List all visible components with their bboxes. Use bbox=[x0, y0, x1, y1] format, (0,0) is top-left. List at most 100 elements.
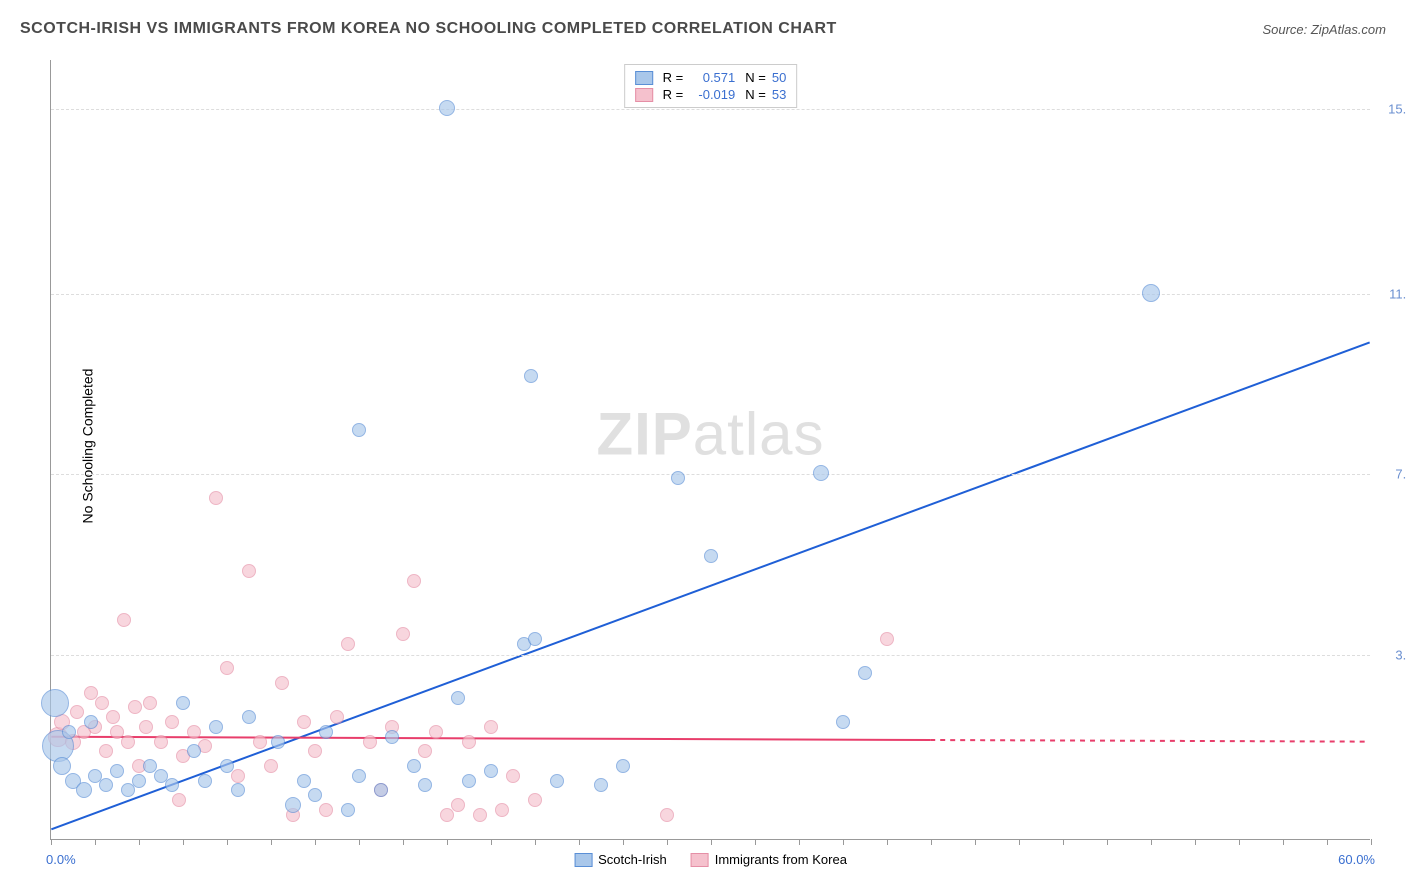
scatter-point bbox=[297, 774, 311, 788]
x-tick bbox=[975, 839, 976, 845]
scatter-point bbox=[176, 696, 190, 710]
scatter-point bbox=[451, 798, 465, 812]
scatter-point bbox=[209, 491, 223, 505]
y-tick-label: 7.5% bbox=[1395, 467, 1406, 482]
scatter-point bbox=[110, 764, 124, 778]
x-axis-min-label: 0.0% bbox=[46, 852, 76, 867]
x-tick bbox=[271, 839, 272, 845]
trend-line-extrapolated bbox=[930, 740, 1369, 742]
x-tick bbox=[183, 839, 184, 845]
x-tick bbox=[315, 839, 316, 845]
legend-swatch bbox=[635, 71, 653, 85]
scatter-point bbox=[594, 778, 608, 792]
scatter-point bbox=[242, 710, 256, 724]
r-label: R = bbox=[663, 87, 684, 102]
scatter-point bbox=[264, 759, 278, 773]
scatter-point bbox=[858, 666, 872, 680]
x-axis-max-label: 60.0% bbox=[1338, 852, 1375, 867]
scatter-point bbox=[418, 744, 432, 758]
scatter-point bbox=[407, 759, 421, 773]
watermark-atlas: atlas bbox=[693, 400, 825, 467]
x-tick bbox=[579, 839, 580, 845]
gridline bbox=[51, 109, 1370, 110]
scatter-point bbox=[198, 774, 212, 788]
n-label: N = bbox=[745, 70, 766, 85]
scatter-point bbox=[429, 725, 443, 739]
scatter-point bbox=[187, 725, 201, 739]
series-legend: Scotch-IrishImmigrants from Korea bbox=[574, 852, 847, 867]
scatter-point bbox=[462, 774, 476, 788]
x-tick bbox=[139, 839, 140, 845]
x-tick bbox=[1063, 839, 1064, 845]
legend-row: R =-0.019N =53 bbox=[635, 86, 787, 103]
scatter-point bbox=[440, 808, 454, 822]
scatter-point bbox=[62, 725, 76, 739]
x-tick bbox=[403, 839, 404, 845]
scatter-point bbox=[154, 735, 168, 749]
scatter-point bbox=[99, 778, 113, 792]
x-tick bbox=[623, 839, 624, 845]
scatter-point bbox=[308, 744, 322, 758]
scatter-point bbox=[374, 783, 388, 797]
scatter-point bbox=[297, 715, 311, 729]
scatter-point bbox=[418, 778, 432, 792]
scatter-point bbox=[396, 627, 410, 641]
legend-swatch bbox=[574, 853, 592, 867]
x-tick bbox=[227, 839, 228, 845]
scatter-point bbox=[363, 735, 377, 749]
legend-item: Scotch-Irish bbox=[574, 852, 667, 867]
x-tick bbox=[931, 839, 932, 845]
n-value: 50 bbox=[772, 70, 786, 85]
source-value: ZipAtlas.com bbox=[1311, 22, 1386, 37]
x-tick bbox=[711, 839, 712, 845]
x-tick bbox=[1371, 839, 1372, 845]
scatter-point bbox=[231, 769, 245, 783]
scatter-point bbox=[813, 465, 829, 481]
x-tick bbox=[491, 839, 492, 845]
y-tick-label: 3.8% bbox=[1395, 647, 1406, 662]
scatter-point bbox=[165, 715, 179, 729]
scatter-point bbox=[1142, 284, 1160, 302]
scatter-point bbox=[319, 803, 333, 817]
scatter-point bbox=[473, 808, 487, 822]
x-tick bbox=[1107, 839, 1108, 845]
scatter-point bbox=[117, 613, 131, 627]
plot-area: ZIPatlas R =0.571N =50R =-0.019N =53 Sco… bbox=[50, 60, 1370, 840]
scatter-point bbox=[99, 744, 113, 758]
x-tick bbox=[1283, 839, 1284, 845]
scatter-point bbox=[220, 661, 234, 675]
scatter-point bbox=[172, 793, 186, 807]
scatter-point bbox=[231, 783, 245, 797]
x-tick bbox=[799, 839, 800, 845]
scatter-point bbox=[275, 676, 289, 690]
scatter-point bbox=[220, 759, 234, 773]
scatter-point bbox=[53, 757, 71, 775]
scatter-point bbox=[407, 574, 421, 588]
scatter-point bbox=[70, 705, 84, 719]
r-value: 0.571 bbox=[689, 70, 735, 85]
legend-label: Scotch-Irish bbox=[598, 852, 667, 867]
scatter-point bbox=[121, 783, 135, 797]
r-value: -0.019 bbox=[689, 87, 735, 102]
scatter-point bbox=[253, 735, 267, 749]
scatter-point bbox=[506, 769, 520, 783]
scatter-point bbox=[271, 735, 285, 749]
scatter-point bbox=[187, 744, 201, 758]
x-tick bbox=[887, 839, 888, 845]
x-tick bbox=[843, 839, 844, 845]
scatter-point bbox=[308, 788, 322, 802]
x-tick bbox=[51, 839, 52, 845]
scatter-point bbox=[880, 632, 894, 646]
scatter-point bbox=[95, 696, 109, 710]
scatter-point bbox=[84, 715, 98, 729]
scatter-point bbox=[451, 691, 465, 705]
scatter-point bbox=[285, 797, 301, 813]
scatter-point bbox=[128, 700, 142, 714]
source-label: Source: bbox=[1262, 22, 1310, 37]
x-tick bbox=[755, 839, 756, 845]
scatter-point bbox=[495, 803, 509, 817]
scatter-point bbox=[462, 735, 476, 749]
y-tick-label: 15.0% bbox=[1388, 101, 1406, 116]
scatter-point bbox=[76, 782, 92, 798]
scatter-point bbox=[385, 730, 399, 744]
